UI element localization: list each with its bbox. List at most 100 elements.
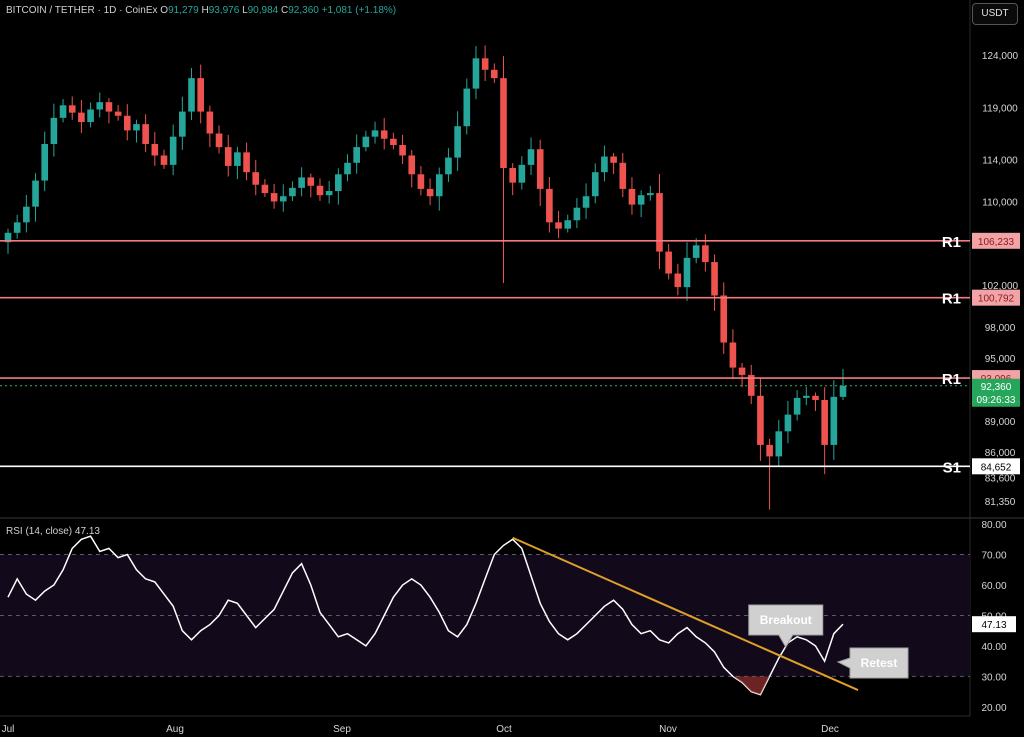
candle (491, 69, 498, 79)
candle (417, 174, 425, 189)
close-label: C (281, 5, 289, 16)
candle (839, 385, 847, 397)
candle (766, 444, 773, 457)
candle (307, 177, 315, 186)
breakout-callout (748, 604, 824, 648)
candle (399, 145, 406, 156)
candle (738, 367, 746, 375)
candle (500, 78, 507, 169)
candle (729, 342, 737, 368)
candle (87, 109, 94, 123)
high-value: 93,976 (208, 5, 240, 16)
support-price-tag (972, 458, 1020, 475)
candle (353, 147, 360, 163)
candle (775, 431, 783, 457)
candle (151, 143, 159, 156)
price-axis-tick: 114,000 (982, 156, 1018, 167)
candle (830, 396, 838, 445)
candle (435, 174, 443, 197)
resistance-price-tag (972, 289, 1020, 306)
price-axis-tick: 124,000 (982, 51, 1019, 62)
currency-button[interactable]: USDT (972, 3, 1018, 25)
candle (555, 222, 562, 229)
time-axis-tick: Aug (166, 724, 184, 735)
symbol-header: BITCOIN / TETHER · 1D · CoinEx O91,279 H… (6, 5, 396, 16)
candle (711, 262, 718, 296)
candle (802, 395, 810, 398)
candle (619, 162, 627, 189)
candle (463, 88, 471, 127)
candle (243, 152, 250, 173)
candle (757, 395, 764, 445)
symbol-title: BITCOIN / TETHER · 1D · CoinEx (6, 5, 158, 16)
candle (344, 162, 351, 175)
candle (289, 187, 296, 197)
candle (316, 185, 324, 196)
price-axis-tick: 95,000 (985, 354, 1016, 365)
candle (68, 105, 76, 113)
price-axis-tick: 119,000 (982, 103, 1018, 114)
candle (96, 102, 104, 110)
candle (380, 130, 388, 139)
last-price-label: 92,360 (981, 382, 1012, 393)
support-price-tag-label: 84,652 (981, 462, 1012, 473)
candle (362, 136, 370, 148)
candle (123, 115, 131, 131)
candle (564, 220, 572, 229)
resistance-level-name: R1 (942, 291, 961, 308)
candle (720, 295, 728, 343)
candle (50, 117, 58, 144)
candle (665, 251, 672, 274)
candle (481, 58, 489, 70)
candle (454, 126, 461, 158)
candle (793, 397, 801, 415)
retest-callout (836, 647, 909, 679)
candle (445, 157, 452, 175)
time-axis-tick: Sep (333, 724, 351, 735)
last-price-tag (972, 378, 1020, 407)
candle (371, 130, 379, 137)
open-label: O (160, 5, 169, 16)
candle (261, 184, 269, 194)
candle (197, 78, 204, 112)
price-axis-tick: 86,000 (985, 448, 1016, 459)
candle (13, 222, 21, 233)
candle (335, 174, 342, 191)
time-axis-tick: Jul (2, 724, 15, 735)
candle (812, 395, 819, 400)
rsi-trendline (512, 536, 859, 692)
candle (78, 112, 85, 123)
price-axis-tick: 83,600 (985, 473, 1016, 484)
rsi-oversold-fill (723, 676, 770, 695)
rsi-axis-tick: 40.00 (981, 642, 1006, 653)
time-axis-tick: Dec (821, 724, 839, 735)
candle (179, 111, 186, 137)
candle (647, 193, 654, 196)
candle (188, 78, 195, 112)
resistance-price-tag-label: 100,792 (978, 294, 1015, 305)
candle (59, 105, 67, 118)
rsi-current-value: 47.13 (74, 526, 100, 537)
candle (279, 196, 287, 202)
candle (573, 207, 581, 221)
rsi-header: RSI (14, close) 47.13 (6, 526, 100, 537)
candle (656, 193, 663, 252)
rsi-axis-tick: 20.00 (981, 703, 1006, 714)
high-label: H (201, 5, 209, 16)
price-axis-tick: 81,350 (985, 497, 1016, 508)
candle (114, 111, 122, 116)
candle (601, 156, 608, 173)
breakout-callout-label: Breakout (760, 613, 812, 627)
candle (692, 245, 700, 258)
candle (325, 191, 333, 196)
time-axis-tick: Oct (496, 724, 512, 735)
candle (702, 245, 709, 263)
candle (206, 111, 214, 134)
candle (298, 177, 305, 188)
support-level-name: S1 (943, 459, 961, 476)
candle (390, 138, 397, 146)
price-axis-tick: 102,000 (982, 281, 1019, 292)
rsi-value-tag (972, 616, 1016, 633)
